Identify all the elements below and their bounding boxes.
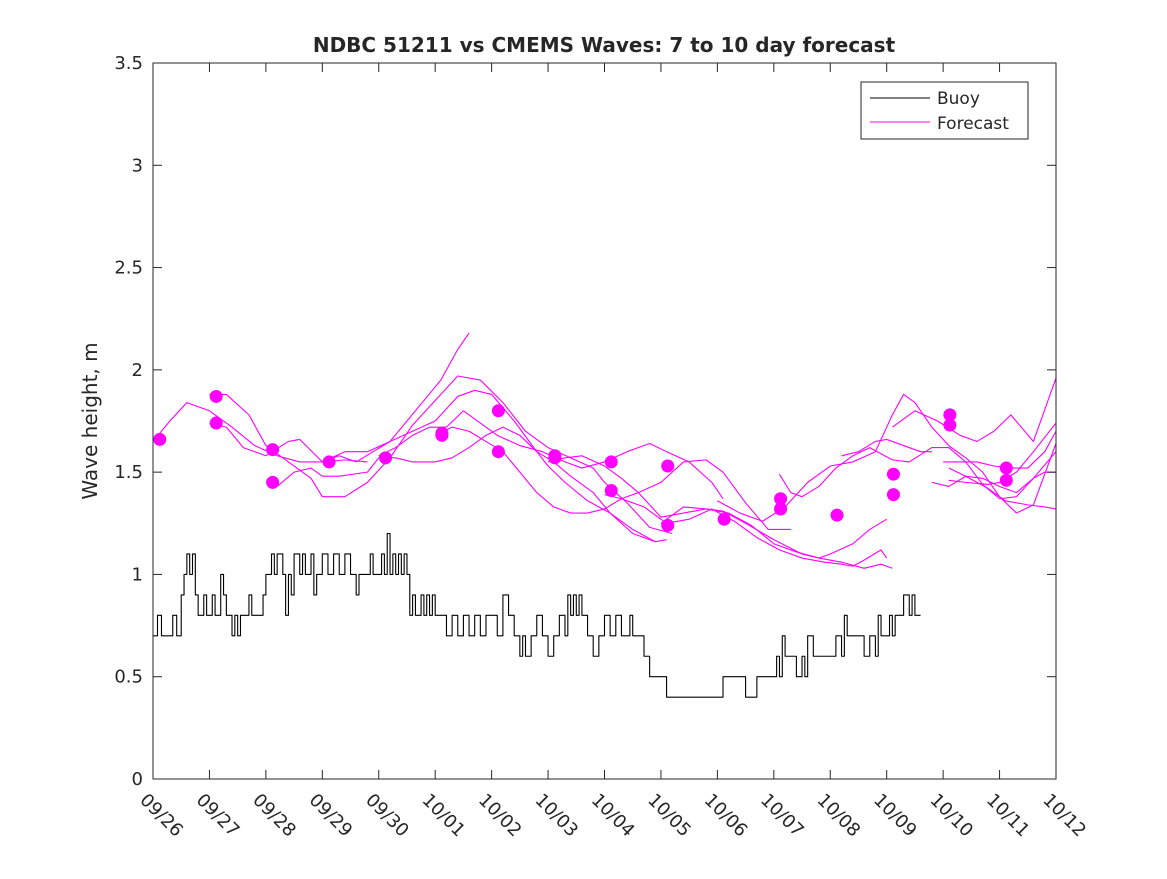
forecast-marker-3 — [266, 443, 280, 457]
forecast-series-line-18 — [931, 451, 1056, 494]
forecast-series-line-4 — [209, 389, 656, 543]
forecast-series-line-3 — [265, 426, 667, 543]
forecast-marker-9 — [491, 404, 505, 418]
forecast-marker-16 — [661, 518, 675, 532]
y-tick-label: 1 — [132, 564, 143, 585]
y-tick-label: 3.5 — [114, 53, 143, 74]
y-tick-label: 3 — [132, 155, 143, 176]
forecast-marker-1 — [209, 389, 223, 403]
legend-label-buoy: Buoy — [937, 89, 980, 109]
forecast-marker-4 — [266, 475, 280, 489]
legend-box — [860, 81, 1029, 140]
y-tick-label: 1.5 — [114, 462, 143, 483]
forecast-marker-19 — [774, 502, 788, 516]
forecast-marker-15 — [661, 459, 675, 473]
forecast-series-line-9 — [604, 494, 888, 567]
forecast-marker-2 — [209, 416, 223, 430]
plot-area — [153, 63, 1056, 779]
forecast-series-line-6 — [378, 410, 724, 500]
forecast-marker-5 — [322, 455, 336, 469]
forecast-marker-6 — [379, 451, 393, 465]
forecast-marker-18 — [774, 492, 788, 506]
data-layer — [153, 332, 1056, 698]
forecast-series-line-8 — [547, 455, 893, 569]
forecast-series-line-12 — [778, 447, 1056, 500]
forecast-marker-12 — [548, 451, 562, 465]
forecast-series-line-17 — [841, 438, 932, 457]
forecast-marker-26 — [999, 473, 1013, 487]
forecast-marker-23 — [943, 408, 957, 422]
legend: Buoy Forecast — [860, 81, 1029, 140]
forecast-marker-17 — [717, 512, 731, 526]
buoy-series-line — [153, 532, 921, 698]
forecast-marker-20 — [830, 508, 844, 522]
forecast-marker-10 — [491, 445, 505, 459]
legend-label-forecast: Forecast — [937, 114, 1009, 134]
forecast-series-line-13 — [892, 377, 1056, 443]
forecast-marker-8 — [435, 428, 449, 442]
y-axis-label: Wave height, m — [78, 342, 102, 499]
forecast-series-line-5 — [322, 332, 470, 463]
forecast-series-line-7 — [434, 426, 791, 530]
forecast-series-line-10 — [660, 506, 887, 559]
y-tick-label: 2.5 — [114, 258, 143, 279]
forecast-marker-13 — [604, 455, 618, 469]
forecast-marker-24 — [943, 418, 957, 432]
forecast-series-line-2 — [209, 375, 673, 535]
forecast-series-line-15 — [948, 422, 1056, 485]
forecast-marker-0 — [153, 432, 167, 446]
y-tick-label: 0 — [132, 769, 143, 790]
y-tick-label: 0.5 — [114, 667, 143, 688]
forecast-marker-22 — [886, 488, 900, 502]
forecast-marker-25 — [999, 461, 1013, 475]
forecast-marker-14 — [604, 484, 618, 498]
y-tick-label: 2 — [132, 360, 143, 381]
forecast-marker-21 — [886, 467, 900, 481]
chart-title: NDBC 51211 vs CMEMS Waves: 7 to 10 day f… — [313, 33, 896, 57]
